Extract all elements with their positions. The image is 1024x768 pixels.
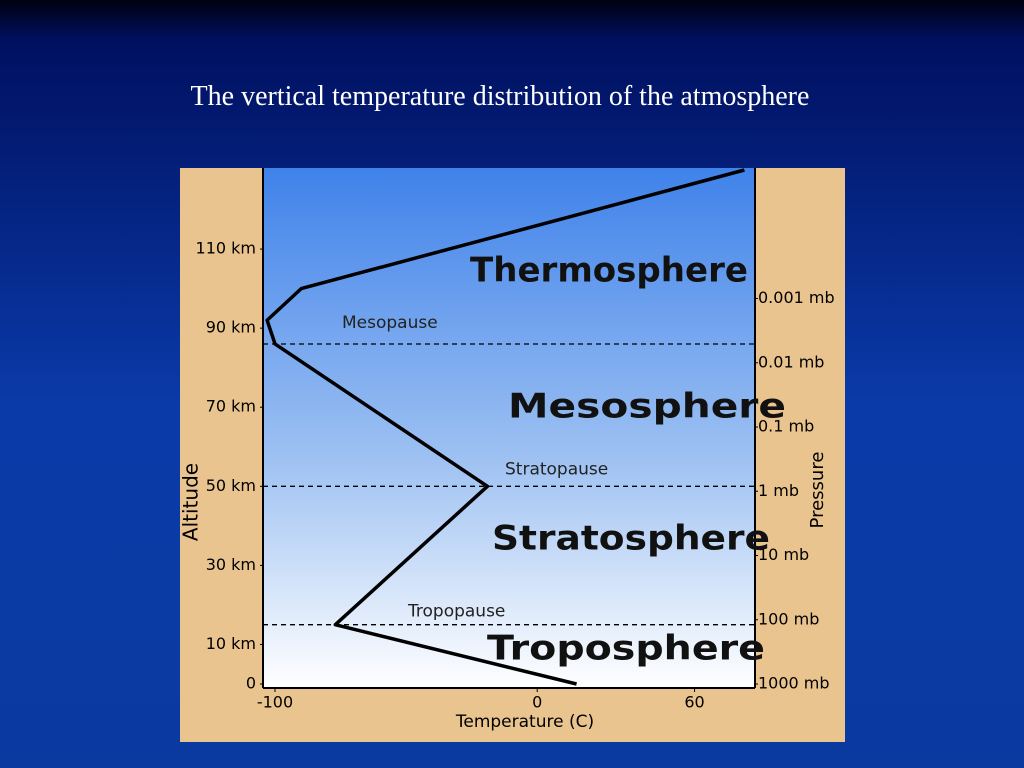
x-tick-label: 60 [684,693,704,712]
layer-label: Thermosphere [470,251,748,291]
y2-axis-label: Pressure [807,452,828,529]
layer-label: Stratosphere [492,519,770,559]
x-axis-label: Temperature (C) [455,712,594,732]
slide-title: The vertical temperature distribution of… [190,81,810,112]
layer-label: Troposphere [487,629,765,669]
y-tick-label: 10 km [206,634,256,653]
pause-label: Tropopause [407,602,505,622]
y-tick-label: 70 km [206,397,256,416]
y2-tick-label: 1 mb [758,481,799,500]
y2-tick-label: 0.1 mb [758,417,814,436]
layer-label: Mesosphere [508,387,786,427]
y-tick-label: 50 km [206,476,256,495]
y2-tick-label: 1000 mb [758,674,830,693]
temperature-line [265,168,745,686]
x-tick-label: 0 [532,693,542,712]
y2-tick-label: 0.01 mb [758,352,824,371]
y-axis-label: Altitude [179,463,203,541]
plot-area [263,168,755,688]
pause-label: Mesopause [342,313,438,333]
x-tick-label: -100 [257,693,293,712]
y-tick-label: 30 km [206,555,256,574]
y-tick-label: 0 [246,674,256,693]
pause-label: Stratopause [505,459,608,479]
y2-tick-label: 10 mb [758,545,809,564]
y2-tick-label: 0.001 mb [758,288,835,307]
y2-tick-label: 100 mb [758,609,819,628]
y-tick-label: 110 km [196,239,256,258]
y-tick-label: 90 km [206,318,256,337]
